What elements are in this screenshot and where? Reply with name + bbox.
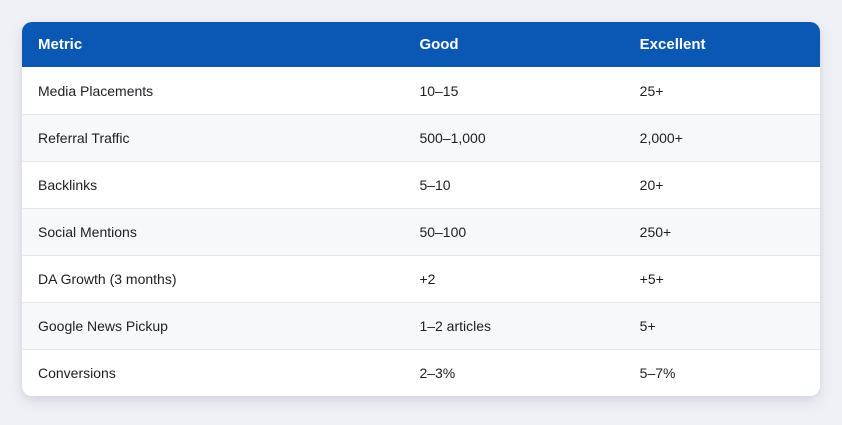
metrics-table-card: Metric Good Excellent Media Placements 10… <box>22 22 820 396</box>
cell-excellent: 25+ <box>623 67 820 114</box>
cell-metric: DA Growth (3 months) <box>22 255 404 302</box>
cell-excellent: 2,000+ <box>623 114 820 161</box>
cell-good: +2 <box>403 255 624 302</box>
table-row: Referral Traffic 500–1,000 2,000+ <box>22 114 820 161</box>
column-header-good: Good <box>403 22 624 67</box>
cell-metric: Social Mentions <box>22 208 404 255</box>
header-row: Metric Good Excellent <box>22 22 820 67</box>
table-row: Conversions 2–3% 5–7% <box>22 349 820 396</box>
cell-metric: Conversions <box>22 349 404 396</box>
metrics-table: Metric Good Excellent Media Placements 10… <box>22 22 820 396</box>
cell-metric: Google News Pickup <box>22 302 404 349</box>
cell-good: 10–15 <box>403 67 624 114</box>
cell-good: 1–2 articles <box>403 302 624 349</box>
table-row: Social Mentions 50–100 250+ <box>22 208 820 255</box>
cell-metric: Backlinks <box>22 161 404 208</box>
cell-excellent: 5+ <box>623 302 820 349</box>
column-header-excellent: Excellent <box>623 22 820 67</box>
cell-excellent: 250+ <box>623 208 820 255</box>
cell-good: 50–100 <box>403 208 624 255</box>
cell-good: 500–1,000 <box>403 114 624 161</box>
cell-good: 2–3% <box>403 349 624 396</box>
table-row: Backlinks 5–10 20+ <box>22 161 820 208</box>
table-row: Media Placements 10–15 25+ <box>22 67 820 114</box>
table-body: Media Placements 10–15 25+ Referral Traffic… <box>22 67 820 396</box>
cell-good: 5–10 <box>403 161 624 208</box>
table-row: Google News Pickup 1–2 articles 5+ <box>22 302 820 349</box>
cell-metric: Referral Traffic <box>22 114 404 161</box>
column-header-metric: Metric <box>22 22 404 67</box>
table-row: DA Growth (3 months) +2 +5+ <box>22 255 820 302</box>
cell-metric: Media Placements <box>22 67 404 114</box>
cell-excellent: +5+ <box>623 255 820 302</box>
table-header: Metric Good Excellent <box>22 22 820 67</box>
cell-excellent: 20+ <box>623 161 820 208</box>
cell-excellent: 5–7% <box>623 349 820 396</box>
